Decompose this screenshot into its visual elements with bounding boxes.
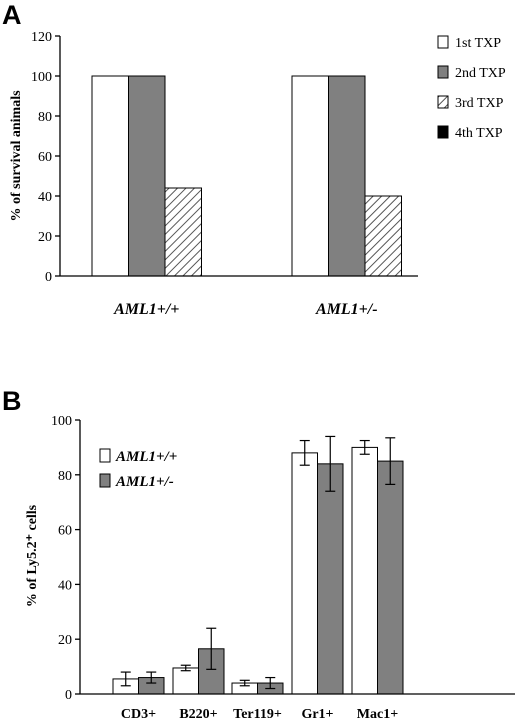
bar-a-aml1-1st-txp xyxy=(91,75,129,277)
y-axis-b: 0 20 40 60 80 100 xyxy=(51,414,81,703)
chart-a: 0 20 40 60 80 100 120 % of survival animals AM… xyxy=(9,30,506,318)
legend-b-swatch-aml1 xyxy=(99,448,111,463)
x-tick-label-b-mac1: Mac1+ xyxy=(357,707,398,722)
x-tick-label-b-gr1: Gr1+ xyxy=(301,707,333,722)
x-axis-b: CD3+ B220+ Ter119+ Gr1+ Mac1+ xyxy=(80,693,515,722)
y-tick-label-a-80: 80 xyxy=(38,110,52,125)
bar-b-gr1-aml1 xyxy=(317,463,344,695)
y-tick-label-a-120: 120 xyxy=(31,30,52,45)
legend-b-swatch-aml1 xyxy=(99,473,111,488)
bar-a-aml1-1st-txp xyxy=(291,75,329,277)
x-tick-label-a-aml1: AML1+/- xyxy=(315,301,378,318)
y-tick-label-a-60: 60 xyxy=(38,150,52,165)
panel-label-a: A xyxy=(2,0,22,30)
x-axis-a: AML1+/+ AML1+/- xyxy=(60,275,418,318)
bar-b-gr1-aml1 xyxy=(291,452,318,695)
y-tick-label-b-60: 60 xyxy=(58,524,72,539)
y-axis-label-a: % of survival animals xyxy=(9,90,24,222)
bar-a-aml1-3rd-txp xyxy=(164,187,202,277)
y-tick-label-b-0: 0 xyxy=(65,688,72,703)
x-tick-label-b-cd3: CD3+ xyxy=(121,707,156,722)
bar-b-mac1-aml1 xyxy=(377,460,404,695)
y-axis-a: 0 20 40 60 80 100 120 xyxy=(31,30,61,285)
legend-a-swatch-4th-txp xyxy=(437,125,449,139)
legend-a-label-1st-txp: 1st TXP xyxy=(455,36,501,51)
y-tick-label-a-40: 40 xyxy=(38,190,52,205)
y-tick-label-b-100: 100 xyxy=(51,414,72,429)
legend-a-swatch-1st-txp xyxy=(437,35,449,49)
x-tick-label-b-b220: B220+ xyxy=(179,707,217,722)
bars-a xyxy=(91,75,402,277)
y-tick-label-a-100: 100 xyxy=(31,70,52,85)
legend-a-label-3rd-txp: 3rd TXP xyxy=(455,96,504,111)
y-tick-label-a-0: 0 xyxy=(45,270,52,285)
x-tick-label-b-ter119: Ter119+ xyxy=(233,707,282,722)
y-axis-label-b: % of Ly5.2⁺ cells xyxy=(25,504,40,607)
bar-a-aml1-3rd-txp xyxy=(364,195,402,277)
bars-b xyxy=(112,435,404,695)
x-tick-label-a-aml1: AML1+/+ xyxy=(113,301,179,318)
bar-a-aml1-2nd-txp xyxy=(128,75,166,277)
legend-b-label-aml1: AML1+/+ xyxy=(115,449,177,465)
panel-label-b: B xyxy=(2,386,22,416)
legend-b: AML1+/+ AML1+/- xyxy=(99,448,177,490)
legend-a-label-2nd-txp: 2nd TXP xyxy=(455,66,506,81)
bar-a-aml1-2nd-txp xyxy=(328,75,366,277)
bar-b-b220-aml1 xyxy=(172,667,199,695)
y-tick-label-a-20: 20 xyxy=(38,230,52,245)
chart-b: 0 20 40 60 80 100 % of Ly5.2⁺ cells CD3+ B220+… xyxy=(25,414,515,722)
y-tick-label-b-40: 40 xyxy=(58,578,72,593)
legend-a: 1st TXP 2nd TXP 3rd TXP 4th TXP xyxy=(437,35,506,141)
y-tick-label-b-80: 80 xyxy=(58,469,72,484)
legend-a-label-4th-txp: 4th TXP xyxy=(455,126,503,141)
bar-b-mac1-aml1 xyxy=(351,446,378,695)
y-tick-label-b-20: 20 xyxy=(58,633,72,648)
legend-a-swatch-3rd-txp xyxy=(437,95,449,109)
legend-b-label-aml1: AML1+/- xyxy=(115,474,174,490)
legend-a-swatch-2nd-txp xyxy=(437,65,449,79)
